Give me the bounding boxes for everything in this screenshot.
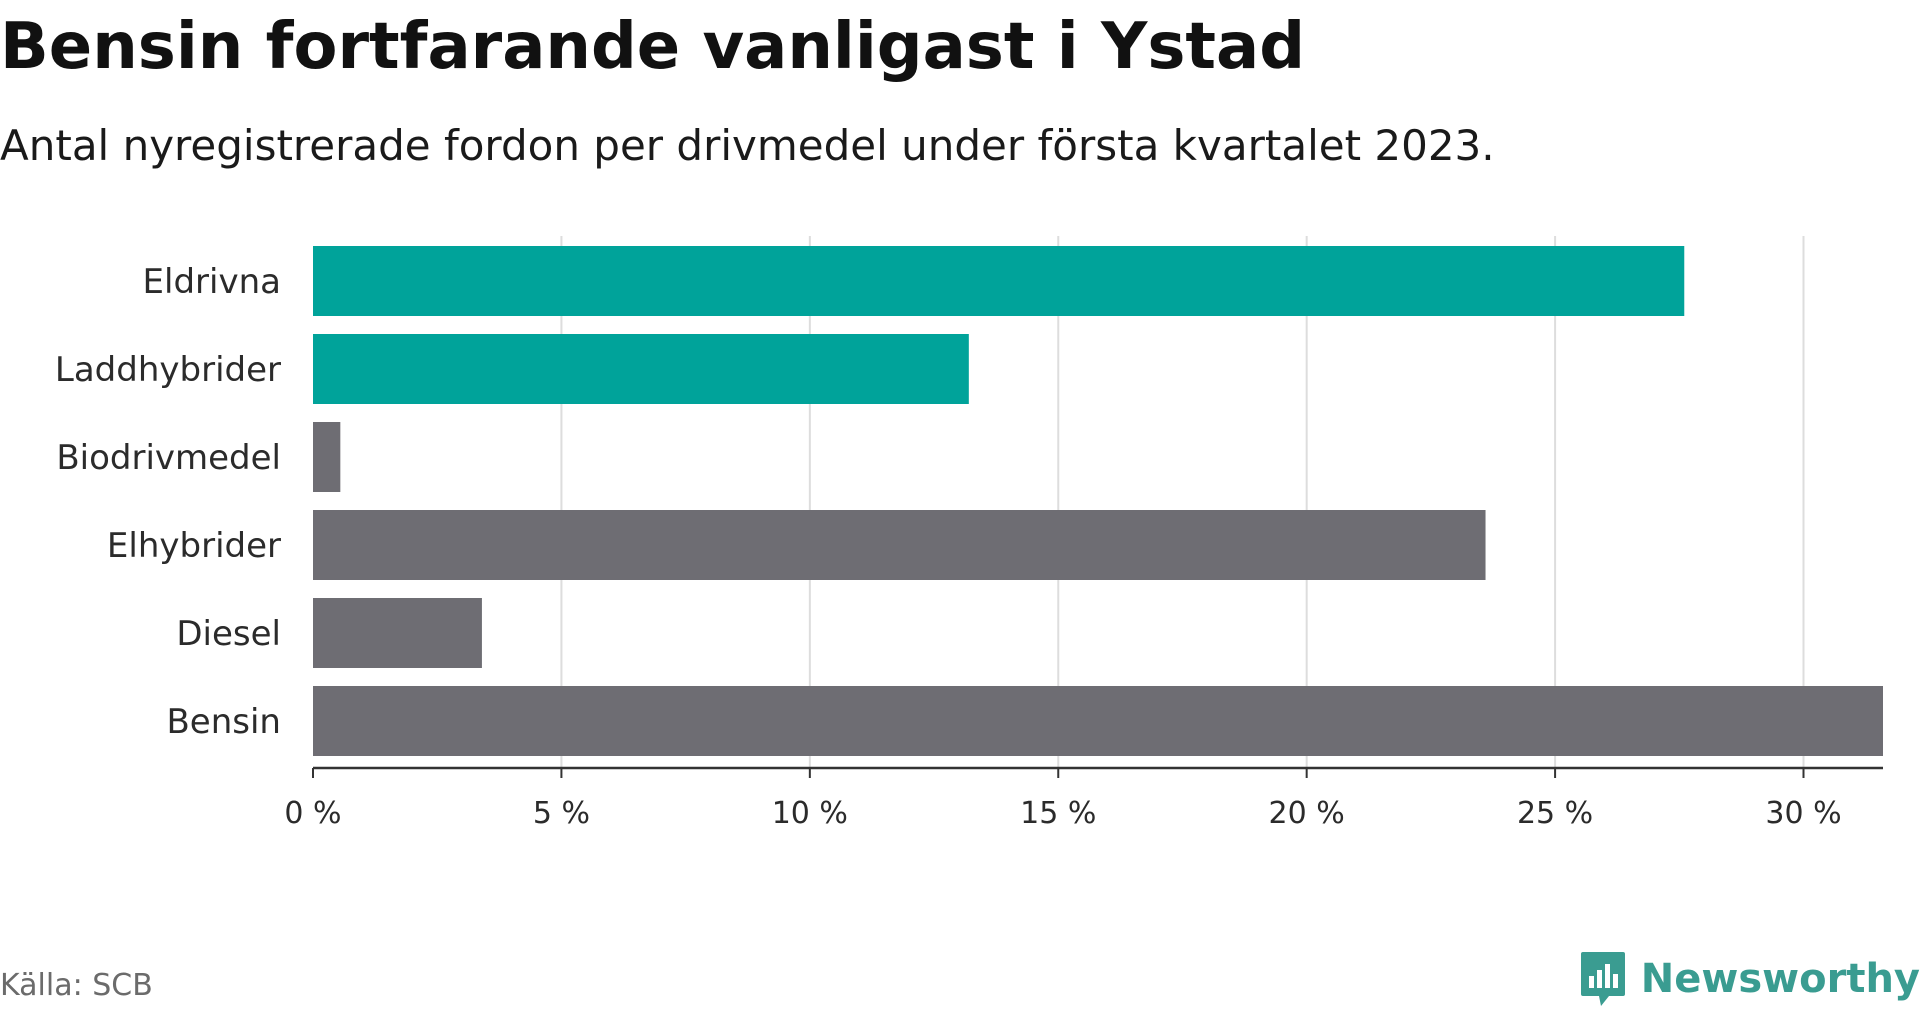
bar-diesel bbox=[313, 598, 482, 668]
x-tick-label: 30 % bbox=[1765, 796, 1841, 831]
bar-biodrivmedel bbox=[313, 422, 341, 492]
category-label: Elhybrider bbox=[107, 526, 281, 566]
x-tick-label: 10 % bbox=[772, 796, 848, 831]
chart-subtitle: Antal nyregistrerade fordon per drivmede… bbox=[0, 121, 1495, 170]
bar-chart-speech-bubble-icon bbox=[1580, 952, 1625, 1006]
brand-logo: Newsworthy bbox=[1579, 951, 1920, 1007]
bar-elhybrider bbox=[313, 510, 1486, 580]
bar-bensin bbox=[313, 686, 1883, 756]
x-tick-label: 25 % bbox=[1517, 796, 1593, 831]
x-axis: 0 % 5 % 10 % 15 % 20 % 25 % 30 % bbox=[284, 766, 1883, 831]
category-labels: Eldrivna Laddhybrider Biodrivmedel Elhybrid… bbox=[55, 262, 281, 742]
bar-layer bbox=[313, 246, 1883, 756]
category-label: Biodrivmedel bbox=[56, 438, 281, 478]
x-tick-label: 5 % bbox=[533, 796, 590, 831]
brand-name: Newsworthy bbox=[1640, 956, 1920, 1002]
category-label: Bensin bbox=[166, 702, 281, 742]
category-label: Eldrivna bbox=[143, 262, 281, 302]
x-tick-label: 0 % bbox=[284, 796, 341, 831]
x-tick-label: 20 % bbox=[1269, 796, 1345, 831]
bar-chart: 0 % 5 % 10 % 15 % 20 % 25 % 30 % Eldrivna Laddh… bbox=[55, 236, 1883, 831]
category-label: Diesel bbox=[176, 614, 281, 654]
bar-laddhybrider bbox=[313, 334, 969, 404]
chart-title: Bensin fortfarande vanligast i Ystad bbox=[0, 10, 1305, 84]
grid-layer bbox=[560, 236, 1805, 768]
category-label: Laddhybrider bbox=[55, 350, 281, 390]
x-tick-label: 15 % bbox=[1020, 796, 1096, 831]
bar-eldrivna bbox=[313, 246, 1685, 316]
source-note: Källa: SCB bbox=[0, 968, 153, 1003]
